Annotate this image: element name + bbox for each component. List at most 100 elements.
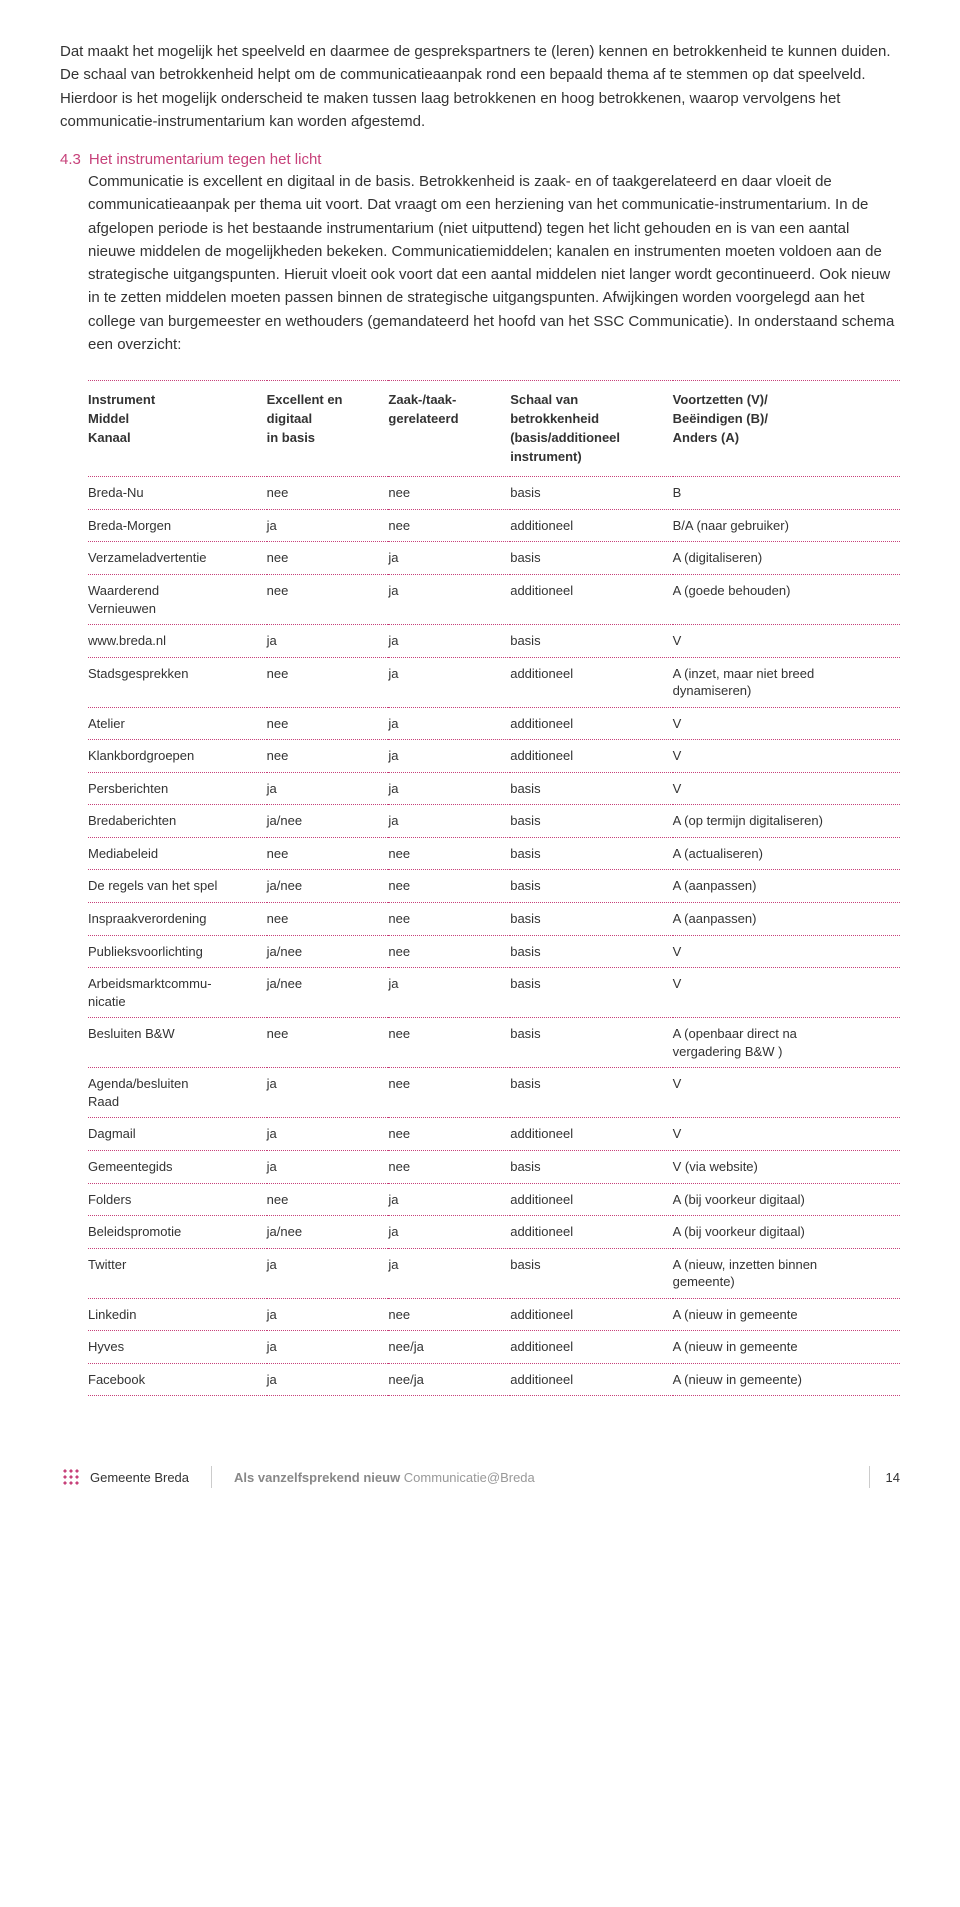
footer-logo-block: Gemeente Breda [60, 1469, 189, 1485]
table-cell: nee [267, 1018, 389, 1068]
table-cell: ja [267, 1363, 389, 1396]
table-row: www.breda.nljajabasisV [88, 625, 900, 658]
table-row: MediabeleidneeneebasisA (actualiseren) [88, 837, 900, 870]
table-cell: basis [510, 1150, 672, 1183]
table-row: Facebookjanee/jaadditioneelA (nieuw in g… [88, 1363, 900, 1396]
table-cell: basis [510, 935, 672, 968]
table-cell: V [673, 968, 900, 1018]
table-cell: nee [388, 837, 510, 870]
table-row: Besluiten B&WneeneebasisA (openbaar dire… [88, 1018, 900, 1068]
table-cell: Bredaberichten [88, 805, 267, 838]
table-cell: basis [510, 542, 672, 575]
table-cell: basis [510, 772, 672, 805]
table-cell: Arbeidsmarktcommu- nicatie [88, 968, 267, 1018]
table-cell: Hyves [88, 1331, 267, 1364]
footer-divider [211, 1466, 212, 1488]
table-cell: Linkedin [88, 1298, 267, 1331]
footer-page-divider [869, 1466, 870, 1488]
table-cell: A (bij voorkeur digitaal) [673, 1183, 900, 1216]
table-cell: Besluiten B&W [88, 1018, 267, 1068]
table-cell: ja [267, 509, 389, 542]
table-cell: V [673, 935, 900, 968]
table-cell: A (openbaar direct na vergadering B&W ) [673, 1018, 900, 1068]
table-cell: basis [510, 1018, 672, 1068]
table-cell: Breda-Morgen [88, 509, 267, 542]
table-cell: nee [388, 1118, 510, 1151]
table-cell: basis [510, 903, 672, 936]
table-row: Beleidspromotieja/neejaadditioneelA (bij… [88, 1216, 900, 1249]
table-cell: ja [267, 1150, 389, 1183]
table-cell: Mediabeleid [88, 837, 267, 870]
table-cell: A (goede behouden) [673, 575, 900, 625]
table-cell: ja/nee [267, 805, 389, 838]
table-cell: ja/nee [267, 870, 389, 903]
section-number: 4.3 [60, 151, 81, 168]
table-cell: additioneel [510, 575, 672, 625]
table-cell: basis [510, 968, 672, 1018]
table-cell: A (actualiseren) [673, 837, 900, 870]
table-cell: basis [510, 477, 672, 510]
table-cell: nee [267, 740, 389, 773]
table-cell: A (aanpassen) [673, 870, 900, 903]
table-cell: additioneel [510, 657, 672, 707]
table-row: DagmailjaneeadditioneelV [88, 1118, 900, 1151]
table-cell: additioneel [510, 707, 672, 740]
table-cell: ja [388, 575, 510, 625]
table-cell: Inspraakverordening [88, 903, 267, 936]
footer-doc-title: Als vanzelfsprekend nieuw Communicatie@B… [234, 1470, 535, 1485]
table-cell: ja [388, 968, 510, 1018]
table-cell: nee [388, 477, 510, 510]
table-header-cell: Instrument Middel Kanaal [88, 381, 267, 477]
intro-block: Dat maakt het mogelijk het speelveld en … [60, 40, 900, 133]
table-cell: A (nieuw in gemeente [673, 1298, 900, 1331]
table-cell: A (digitaliseren) [673, 542, 900, 575]
footer-page-block: 14 [869, 1466, 900, 1488]
section-header: 4.3 Het instrumentarium tegen het licht [60, 151, 900, 168]
table-cell: V [673, 1118, 900, 1151]
table-row: VerzameladvertentieneejabasisA (digitali… [88, 542, 900, 575]
table-cell: Dagmail [88, 1118, 267, 1151]
table-cell: ja [388, 625, 510, 658]
table-cell: Klankbordgroepen [88, 740, 267, 773]
table-cell: ja [388, 1248, 510, 1298]
table-row: KlankbordgroepenneejaadditioneelV [88, 740, 900, 773]
table-cell: B [673, 477, 900, 510]
footer-page-number: 14 [886, 1470, 900, 1485]
table-cell: nee [388, 1068, 510, 1118]
table-cell: V (via website) [673, 1150, 900, 1183]
table-cell: basis [510, 1068, 672, 1118]
table-cell: www.breda.nl [88, 625, 267, 658]
table-cell: ja [267, 1331, 389, 1364]
table-cell: ja [267, 1248, 389, 1298]
table-cell: additioneel [510, 1118, 672, 1151]
table-cell: ja [267, 1068, 389, 1118]
table-cell: Stadsgesprekken [88, 657, 267, 707]
table-cell: nee [388, 870, 510, 903]
table-cell: basis [510, 837, 672, 870]
table-header-cell: Schaal van betrokkenheid (basis/addition… [510, 381, 672, 477]
table-cell: nee [388, 1150, 510, 1183]
table-cell: nee [267, 707, 389, 740]
table-row: InspraakverordeningneeneebasisA (aanpass… [88, 903, 900, 936]
table-cell: ja [388, 805, 510, 838]
table-row: Hyvesjanee/jaadditioneelA (nieuw in geme… [88, 1331, 900, 1364]
table-row: Breda-NuneeneebasisB [88, 477, 900, 510]
table-cell: Facebook [88, 1363, 267, 1396]
table-row: FoldersneejaadditioneelA (bij voorkeur d… [88, 1183, 900, 1216]
table-row: Arbeidsmarktcommu- nicatieja/neejabasisV [88, 968, 900, 1018]
section-4-3: 4.3 Het instrumentarium tegen het licht … [60, 151, 900, 356]
table-cell: B/A (naar gebruiker) [673, 509, 900, 542]
table-cell: basis [510, 870, 672, 903]
table-cell: nee [267, 542, 389, 575]
table-cell: V [673, 1068, 900, 1118]
table-cell: ja/nee [267, 1216, 389, 1249]
table-cell: nee [388, 509, 510, 542]
table-cell: ja [388, 740, 510, 773]
table-cell: nee/ja [388, 1363, 510, 1396]
table-row: Waarderend VernieuwenneejaadditioneelA (… [88, 575, 900, 625]
table-cell: additioneel [510, 509, 672, 542]
table-cell: nee/ja [388, 1331, 510, 1364]
table-cell: additioneel [510, 1331, 672, 1364]
table-header-cell: Voortzetten (V)/ Beëindigen (B)/ Anders … [673, 381, 900, 477]
table-cell: nee [267, 477, 389, 510]
